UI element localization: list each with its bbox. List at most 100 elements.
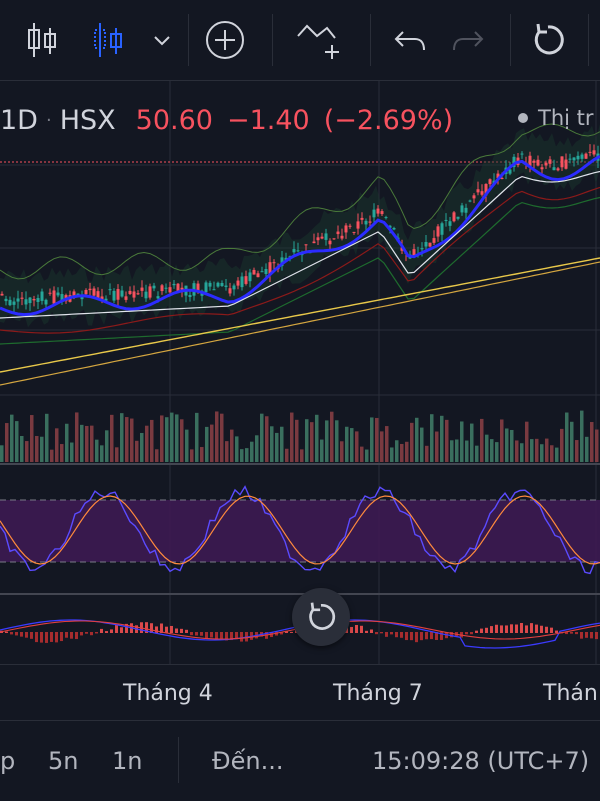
reset-chart-button[interactable]	[292, 588, 350, 646]
volume-bar	[80, 424, 84, 462]
volume-bar	[450, 440, 454, 462]
volume-bar	[215, 411, 219, 462]
volume-bar	[365, 449, 369, 462]
volume-bar	[415, 417, 419, 462]
volume-bar	[460, 421, 464, 462]
candle-body	[388, 225, 392, 228]
macd-histogram-bar	[35, 632, 38, 643]
indicators-icon[interactable]	[294, 14, 346, 66]
add-circle-icon[interactable]	[202, 14, 248, 66]
volume-bar	[495, 442, 499, 462]
chevron-down-icon[interactable]	[148, 14, 176, 66]
candle-body	[36, 298, 40, 302]
candle-body	[252, 269, 256, 275]
volume-bar	[75, 412, 79, 462]
volume-bar	[470, 423, 474, 462]
range-button[interactable]: p	[0, 747, 16, 775]
volume-bar	[520, 443, 524, 462]
macd-histogram-bar	[70, 632, 73, 639]
undo-icon[interactable]	[390, 14, 430, 66]
macd-histogram-bar	[405, 632, 408, 641]
volume-bar	[5, 423, 9, 462]
clock-timezone[interactable]: 15:09:28 (UTC+7)	[372, 747, 590, 775]
volume-bar	[320, 439, 324, 462]
bollinger-band	[0, 123, 600, 328]
candle-body	[496, 173, 500, 179]
macd-histogram-bar	[380, 632, 383, 634]
macd-histogram-bar	[90, 632, 93, 636]
candle-body	[12, 301, 16, 305]
candle-body	[132, 291, 136, 298]
candle-body	[264, 269, 268, 275]
redo-icon[interactable]	[448, 14, 488, 66]
macd-histogram-bar	[530, 623, 533, 633]
candle-body	[484, 183, 488, 196]
volume-bar	[25, 441, 29, 462]
reset-icon[interactable]	[526, 14, 570, 66]
volume-bar	[330, 411, 334, 462]
candle-body	[400, 247, 404, 251]
ma-yellow-line	[0, 257, 600, 373]
macd-histogram-bar	[520, 622, 523, 633]
candle-body	[532, 160, 536, 163]
candle-body	[180, 287, 184, 290]
candle-body	[216, 282, 220, 287]
macd-histogram-bar	[45, 632, 48, 643]
volume-bar	[300, 449, 304, 462]
volume-bar	[255, 435, 259, 462]
candle-body	[16, 298, 20, 302]
candle-body	[576, 155, 580, 160]
volume-bar	[120, 413, 124, 462]
range-button-1n[interactable]: 1n	[112, 747, 143, 775]
macd-histogram-bar	[515, 624, 518, 633]
volume-bar	[575, 440, 579, 462]
candle-body	[564, 159, 568, 169]
candle-body	[548, 159, 552, 164]
candle-body	[292, 249, 296, 253]
candle-body	[552, 167, 556, 171]
candle-body	[4, 298, 8, 302]
macd-histogram-bar	[470, 632, 473, 635]
macd-histogram-bar	[60, 632, 63, 642]
macd-histogram-bar	[180, 628, 183, 633]
candles-layer	[0, 123, 600, 386]
macd-histogram-bar	[205, 632, 208, 639]
volume-bar	[105, 430, 109, 462]
candle-body	[316, 237, 320, 241]
macd-histogram-bar	[365, 630, 368, 633]
interval-label[interactable]: 1D	[0, 104, 38, 136]
goto-date-button[interactable]: Đến...	[212, 747, 284, 775]
volume-bar	[175, 414, 179, 462]
volume-bar	[235, 436, 239, 462]
volume-bar	[170, 412, 174, 462]
macd-histogram-bar	[395, 632, 398, 638]
range-button-5n[interactable]: 5n	[48, 747, 79, 775]
ma-mid-line	[0, 170, 600, 319]
exchange-label[interactable]: HSX	[59, 104, 116, 136]
candles-selected-icon[interactable]	[88, 14, 128, 66]
volume-bar	[160, 415, 164, 462]
time-axis[interactable]: Tháng 4 Tháng 7 Thán	[0, 664, 600, 721]
candle-body	[520, 153, 524, 155]
candle-body	[440, 223, 444, 235]
candle-body	[424, 242, 428, 247]
macd-histogram-bar	[225, 632, 228, 641]
macd-histogram-bar	[105, 631, 108, 633]
market-status[interactable]: Thị tr	[518, 106, 594, 130]
candle-body	[96, 291, 100, 299]
candle-body	[436, 226, 440, 237]
price-chart[interactable]	[0, 0, 600, 664]
macd-histogram-bar	[125, 623, 128, 633]
candle-body	[168, 287, 172, 293]
candle-body	[52, 290, 56, 304]
candle-body	[468, 200, 472, 202]
macd-histogram-bar	[400, 632, 403, 638]
candle-body	[88, 288, 92, 291]
macd-histogram-bar	[540, 625, 543, 633]
volume-bar	[220, 413, 224, 462]
macd-histogram-bar	[555, 630, 558, 633]
candles-icon[interactable]	[22, 14, 62, 66]
candle-body	[348, 225, 352, 227]
volume-bar	[435, 431, 439, 462]
candle-body	[312, 241, 316, 244]
